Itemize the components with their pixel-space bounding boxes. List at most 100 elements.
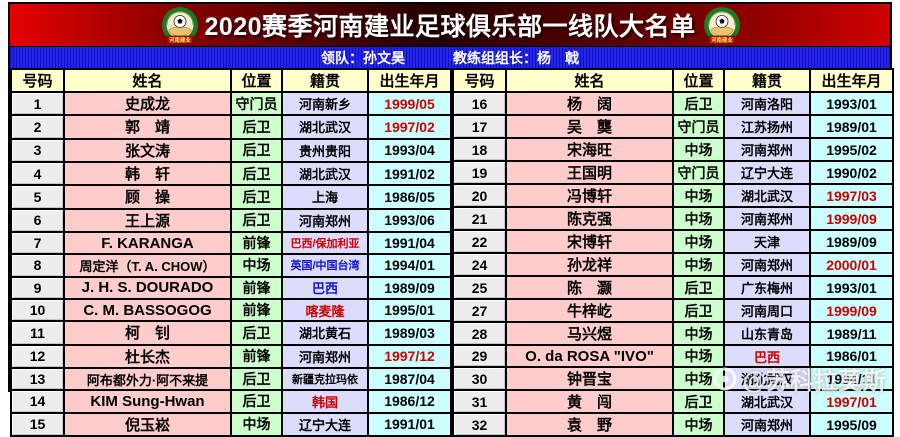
- position-cell: 中场: [230, 253, 283, 278]
- player-row: 27 牛梓屹 后卫 河南周口 1999/09: [452, 298, 894, 323]
- birthdate-cell: 1991/02: [367, 160, 452, 187]
- roster-table-right: 号码 姓名 位置 籍贯 出生年月 16 杨 阔后卫 河南洛阳 1993/01 17 吴 龑守门员 江苏…: [452, 68, 894, 437]
- jersey-number-cell: 5: [10, 184, 65, 210]
- birthdate-cell: 1999/05: [367, 90, 452, 117]
- birthdate-cell: 1997/02: [367, 114, 452, 140]
- birthdate-cell: 2000/01: [809, 252, 894, 277]
- position-cell: 中场: [672, 252, 725, 277]
- jersey-number-cell: 25: [452, 275, 507, 300]
- jersey-number-cell: 20: [452, 183, 507, 208]
- position-cell: 后卫: [672, 389, 725, 414]
- poster-frame: 河南建业 2020赛季河南建业足球俱乐部一线队大名单 河南建业 领队：孙文昊 教…: [8, 2, 894, 437]
- position-cell: 中场: [672, 229, 725, 254]
- svg-text:河南建业: 河南建业: [169, 36, 191, 44]
- player-name-cell: 柯 钊: [63, 320, 232, 346]
- position-cell: 后卫: [230, 366, 283, 392]
- player-row: 28 马兴煜 中场 山东青岛 1989/11: [452, 321, 894, 346]
- position-cell: 中场: [230, 411, 283, 437]
- position-cell: 中场: [672, 412, 725, 437]
- player-row: 21 陈克强 中场 河南郑州 1999/09: [452, 206, 894, 231]
- birthdate-cell: 1994/11: [809, 366, 894, 391]
- player-name-cell: 马兴煜: [505, 321, 674, 346]
- player-row: 9 J. H. S. DOURADO 前锋 巴西 1989/09: [10, 275, 452, 300]
- birthdate-cell: 1994/01: [367, 253, 452, 278]
- roster-table-left: 号码 姓名 位置 籍贯 出生年月 1 史成龙 守门员 河南新乡 1999/05 2 郭 靖后卫 湖北武汉…: [10, 68, 452, 437]
- origin-cell: 湖北黄石: [281, 320, 369, 346]
- column-header: 姓名: [63, 68, 232, 93]
- player-name-cell: 郭 靖: [63, 114, 232, 140]
- birthdate-cell: 1993/01: [809, 91, 894, 116]
- origin-cell: 巴西: [281, 275, 369, 300]
- player-row: 14 KIM Sung-Hwan 后卫 韩国 1986/12: [10, 389, 452, 414]
- position-cell: 后卫: [672, 91, 725, 116]
- staff-bar: 领队：孙文昊 教练组组长：杨 戟: [10, 46, 890, 68]
- position-cell: 中场: [672, 321, 725, 346]
- birthdate-cell: 1986/05: [367, 184, 452, 210]
- column-header: 籍贯: [281, 68, 369, 93]
- jersey-number-cell: 24: [452, 252, 507, 277]
- player-name-cell: 周定洋（T. A. CHOW）: [63, 253, 232, 278]
- birthdate-cell: 1995/01: [367, 297, 452, 323]
- player-name-cell: C. M. BASSOGOG: [63, 297, 232, 323]
- origin-cell: 广东梅州: [723, 275, 811, 300]
- club-badge-icon: 河南建业: [162, 7, 198, 44]
- birthdate-cell: 1997/03: [809, 183, 894, 208]
- origin-cell: 河南郑州: [723, 206, 811, 231]
- origin-cell: 山东青岛: [723, 321, 811, 346]
- jersey-number-cell: 32: [452, 412, 507, 437]
- player-name-cell: 袁 野: [505, 412, 674, 437]
- player-name-cell: 牛梓屹: [505, 298, 674, 323]
- jersey-number-cell: 10: [10, 297, 65, 323]
- origin-cell: 巴西/保加利亚: [281, 230, 369, 256]
- origin-cell: 湖北武汉: [723, 183, 811, 208]
- jersey-number-cell: 27: [452, 298, 507, 323]
- position-cell: 后卫: [672, 298, 725, 323]
- position-cell: 中场: [672, 344, 725, 368]
- origin-cell: 河南郑州: [281, 207, 369, 233]
- origin-cell: 河南郑州: [723, 412, 811, 437]
- position-cell: 中场: [672, 137, 725, 162]
- origin-cell: 河南郑州: [723, 252, 811, 277]
- birthdate-cell: 1999/09: [809, 298, 894, 323]
- origin-cell: 湖北武汉: [281, 114, 369, 140]
- jersey-number-cell: 30: [452, 366, 507, 391]
- roster-poster: 河南建业 2020赛季河南建业足球俱乐部一线队大名单 河南建业 领队：孙文昊 教…: [8, 2, 894, 437]
- position-cell: 守门员: [230, 90, 283, 117]
- player-row: 29 O. da ROSA "IVO" 中场 巴西 1986/01: [452, 344, 894, 368]
- jersey-number-cell: 7: [10, 230, 65, 256]
- origin-cell: 巴西: [723, 344, 811, 368]
- player-row: 13 阿布都外力·阿不来提 后卫 新疆克拉玛依 1987/04: [10, 366, 452, 392]
- origin-cell: 辽宁大连: [723, 160, 811, 185]
- player-name-cell: 史成龙: [63, 90, 232, 117]
- player-name-cell: 陈 灏: [505, 275, 674, 300]
- player-name-cell: 杨 阔: [505, 91, 674, 116]
- player-name-cell: 黄 闯: [505, 389, 674, 414]
- jersey-number-cell: 1: [10, 90, 65, 117]
- position-cell: 前锋: [230, 230, 283, 256]
- origin-cell: 天津: [723, 229, 811, 254]
- player-row: 6 王上源 后卫 河南郑州 1993/06: [10, 207, 452, 233]
- position-cell: 中场: [672, 206, 725, 231]
- origin-cell: 河南郑州: [281, 343, 369, 369]
- player-row: 22 宋博轩 中场 天津 1989/09: [452, 229, 894, 254]
- player-name-cell: 冯博轩: [505, 183, 674, 208]
- player-name-cell: 杜长杰: [63, 343, 232, 369]
- origin-cell: 贵州贵阳: [281, 137, 369, 163]
- page-title: 2020赛季河南建业足球俱乐部一线队大名单: [204, 13, 696, 41]
- birthdate-cell: 1989/11: [809, 321, 894, 346]
- head-coach-label: 教练组组长：杨 戟: [453, 49, 579, 66]
- birthdate-cell: 1986/01: [809, 344, 894, 368]
- birthdate-cell: 1987/04: [367, 366, 452, 392]
- player-row: 32 袁 野中场 河南郑州 1995/09: [452, 412, 894, 437]
- jersey-number-cell: 14: [10, 389, 65, 414]
- column-header: 位置: [230, 68, 283, 93]
- position-cell: 后卫: [230, 114, 283, 140]
- position-cell: 守门员: [672, 114, 725, 139]
- player-row: 24 孙龙祥 中场 河南郑州 2000/01: [452, 252, 894, 277]
- position-cell: 前锋: [230, 275, 283, 300]
- birthdate-cell: 1991/04: [367, 230, 452, 256]
- column-header: 籍贯: [723, 68, 811, 93]
- birthdate-cell: 1991/01: [367, 411, 452, 437]
- player-row: 7 F. KARANGA 前锋 巴西/保加利亚 1991/04: [10, 230, 452, 256]
